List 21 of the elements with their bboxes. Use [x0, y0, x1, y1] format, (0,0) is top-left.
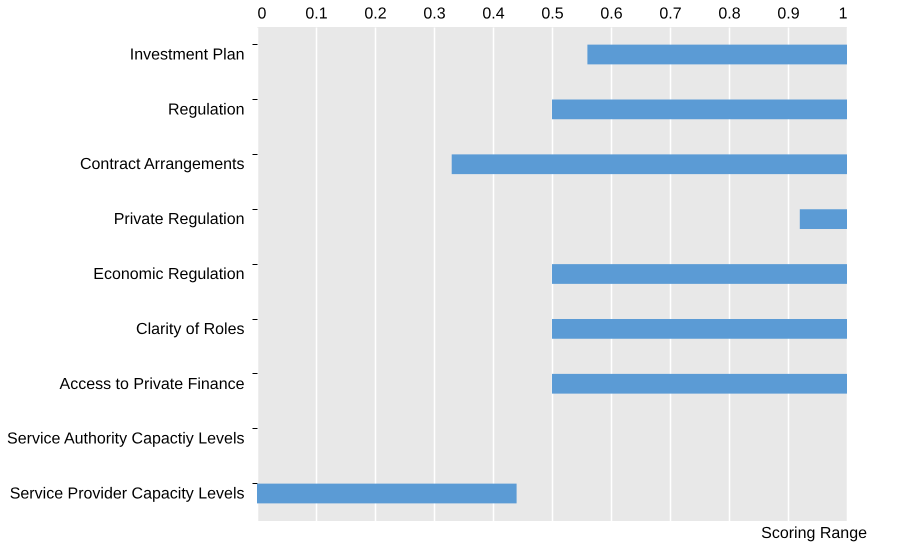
x-tick-label: 0.2 [364, 6, 387, 22]
x-tick-label: 0.3 [423, 6, 446, 22]
x-axis-title: Scoring Range [761, 525, 868, 542]
y-tick-label: Service Provider Capacity Levels [10, 486, 244, 503]
y-tick-label: Clarity of Roles [136, 320, 244, 338]
x-tick-label: 1 [838, 6, 848, 22]
x-tick-label: 0.1 [305, 6, 328, 22]
x-tick-label: 0.8 [718, 6, 741, 22]
y-tick-label: Contract Arrangements [80, 156, 244, 174]
y-tick-label: Economic Regulation [93, 266, 244, 283]
y-tick-label: Access to Private Finance [60, 376, 245, 393]
x-tick-label: 0.4 [482, 6, 505, 22]
x-tick-label: 0.9 [777, 6, 800, 22]
x-tick-label: 0.7 [659, 6, 682, 22]
x-tick-label: 0.5 [541, 6, 564, 22]
y-tick-label: Investment Plan [130, 46, 244, 64]
y-tick-label: Private Regulation [114, 211, 244, 228]
x-tick-label: 0.6 [600, 6, 623, 22]
y-tick-label: Regulation [168, 101, 244, 118]
x-tick-label: 0 [258, 6, 266, 22]
y-tick-label: Service Authority Capactiy Levels [7, 430, 244, 448]
